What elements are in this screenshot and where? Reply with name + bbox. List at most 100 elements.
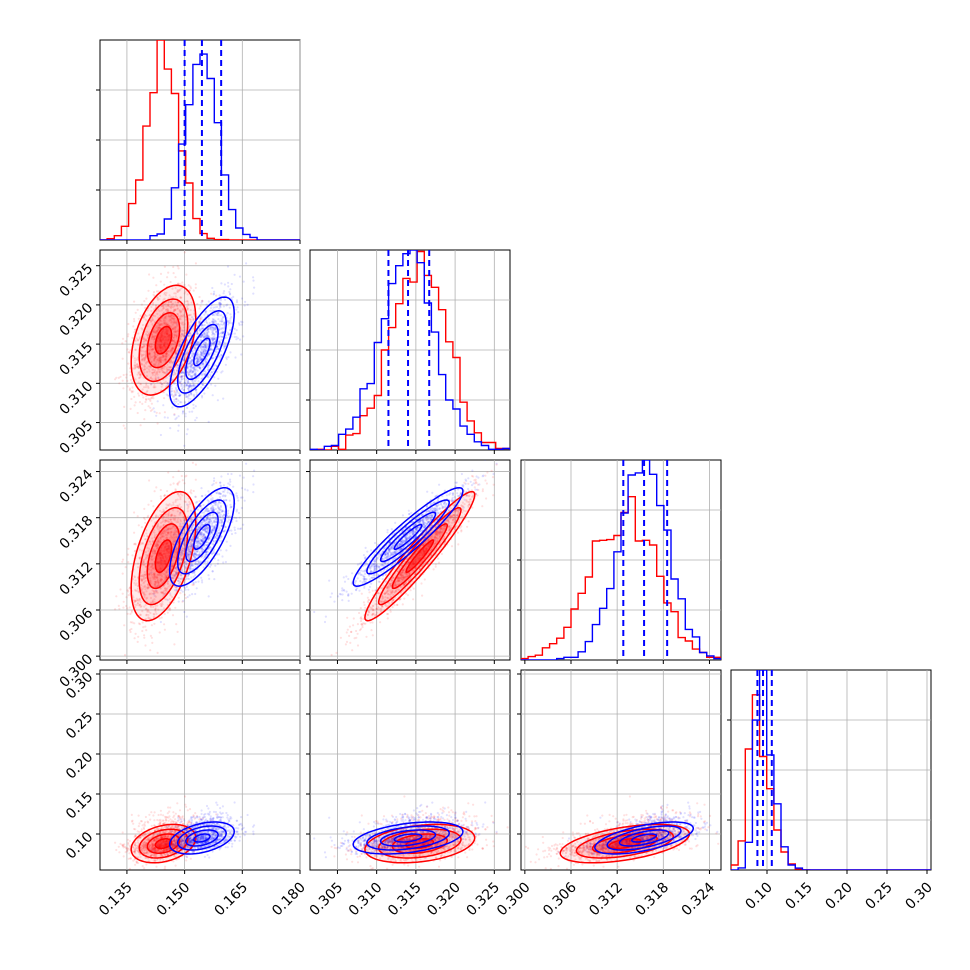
scatter-point: [225, 304, 228, 307]
scatter-point: [197, 358, 200, 361]
scatter-point: [164, 358, 167, 362]
scatter-point: [204, 310, 207, 313]
scatter-point: [194, 495, 197, 498]
scatter-point: [170, 320, 173, 323]
scatter-point: [134, 364, 137, 367]
scatter-point: [203, 344, 206, 347]
scatter-point: [205, 333, 208, 336]
scatter-point: [139, 424, 142, 427]
scatter-point: [148, 349, 151, 352]
scatter-point: [140, 349, 143, 352]
scatter-point: [137, 394, 141, 397]
scatter-point: [168, 368, 171, 371]
scatter-point: [168, 319, 171, 322]
scatter-point: [176, 307, 179, 310]
scatter-point: [219, 320, 222, 323]
scatter-point: [147, 352, 150, 355]
scatter-point: [149, 634, 152, 638]
scatter-point: [163, 339, 167, 342]
scatter-point: [178, 316, 182, 319]
scatter-point: [166, 304, 170, 307]
scatter-point: [195, 362, 198, 365]
scatter-point: [167, 338, 170, 341]
scatter-point: [169, 318, 172, 321]
scatter-point: [196, 343, 199, 347]
scatter-point: [212, 337, 215, 340]
scatter-point: [163, 343, 166, 346]
scatter-point: [207, 334, 210, 337]
scatter-point: [160, 367, 163, 370]
scatter-point: [159, 336, 162, 339]
scatter-point: [159, 323, 162, 326]
scatter-point: [138, 401, 142, 404]
scatter-point: [152, 359, 155, 362]
scatter-point: [214, 330, 218, 333]
scatter-point: [147, 405, 150, 408]
scatter-point: [158, 357, 161, 360]
scatter-point: [201, 300, 204, 303]
scatter-point: [170, 347, 173, 350]
scatter-point: [137, 366, 140, 369]
scatter-point: [175, 320, 178, 323]
scatter-point: [170, 390, 173, 393]
scatter-point: [221, 335, 224, 338]
scatter-point: [171, 317, 175, 320]
scatter-point: [163, 416, 166, 419]
scatter-point: [143, 371, 146, 374]
scatter-point: [169, 361, 172, 364]
scatter-point: [129, 407, 132, 410]
scatter-point: [176, 330, 179, 333]
scatter-point: [205, 331, 209, 335]
scatter-point: [126, 335, 130, 338]
scatter-point: [151, 348, 154, 351]
scatter-point: [153, 328, 156, 331]
scatter-point: [185, 433, 188, 436]
scatter-point: [191, 593, 194, 596]
scatter-point: [127, 333, 130, 336]
scatter-point: [158, 298, 161, 301]
scatter-point: [183, 335, 186, 338]
scatter-point: [184, 384, 188, 387]
scatter-point: [136, 373, 139, 376]
scatter-point: [183, 329, 186, 332]
scatter-point: [154, 386, 157, 389]
scatter-point: [221, 323, 224, 326]
scatter-point: [244, 300, 247, 303]
scatter-point: [218, 340, 221, 343]
scatter-point: [201, 351, 204, 354]
scatter-point: [142, 346, 145, 349]
scatter-point: [133, 511, 136, 514]
scatter-point: [204, 343, 207, 346]
scatter-point: [159, 340, 162, 343]
scatter-point: [220, 320, 223, 323]
scatter-point: [203, 346, 207, 349]
scatter-point: [174, 301, 177, 304]
scatter-point: [175, 334, 178, 338]
scatter-point: [180, 335, 183, 338]
scatter-point: [211, 339, 214, 342]
scatter-point: [159, 359, 162, 362]
scatter-point: [196, 360, 200, 363]
scatter-point: [172, 343, 175, 346]
scatter-point: [235, 299, 239, 302]
scatter-point: [167, 366, 170, 369]
scatter-point: [130, 391, 133, 394]
scatter-point: [130, 397, 133, 401]
scatter-point: [162, 378, 165, 381]
scatter-point: [235, 517, 238, 520]
scatter-point: [186, 308, 189, 311]
scatter-point: [179, 335, 182, 338]
scatter-point: [202, 327, 205, 330]
scatter-point: [207, 317, 210, 320]
scatter-point: [197, 376, 200, 379]
scatter-point: [178, 309, 181, 312]
scatter-point: [198, 499, 201, 503]
scatter-point: [166, 332, 169, 335]
scatter-point: [150, 402, 153, 405]
scatter-point: [180, 371, 183, 374]
scatter-point: [174, 292, 177, 295]
scatter-point: [150, 396, 153, 399]
scatter-point: [208, 321, 211, 325]
scatter-point: [150, 319, 153, 322]
scatter-point: [169, 427, 172, 430]
